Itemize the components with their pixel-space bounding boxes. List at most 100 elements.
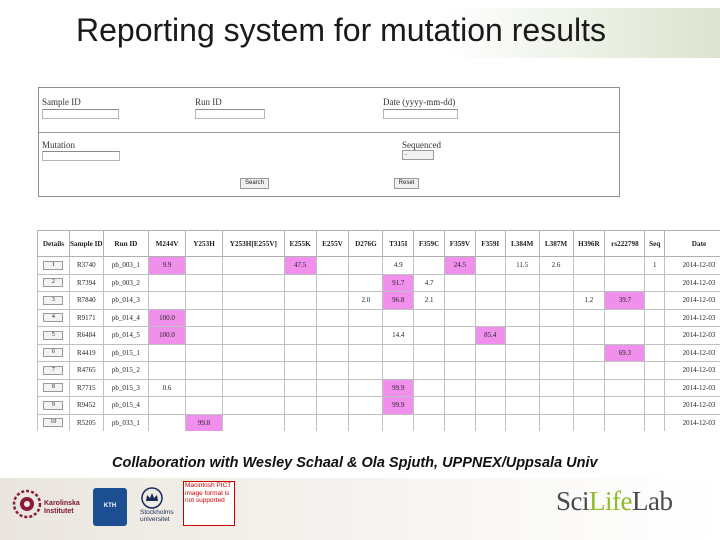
col-header-d276g[interactable]: D276G <box>348 230 384 257</box>
col-header-seq[interactable]: Seq <box>644 230 665 257</box>
details-cell: 6 <box>37 343 70 362</box>
details-button[interactable]: 5 <box>43 330 64 340</box>
details-cell: 4 <box>37 308 70 327</box>
mutation-value-cell <box>185 326 224 345</box>
col-header-date[interactable]: Date <box>663 230 720 257</box>
mutation-value-cell <box>604 396 646 415</box>
mutation-value-cell: 2.0 <box>348 291 384 310</box>
karolinska-logo-text: Karolinska Institutet <box>44 500 80 515</box>
details-button[interactable]: 8 <box>43 383 64 393</box>
sample-id-cell: R9171 <box>68 308 104 327</box>
results-table: Details Sample ID Run ID M244V Y253H Y25… <box>37 230 720 431</box>
col-header-run-id[interactable]: Run ID <box>102 230 150 257</box>
mutation-value-cell <box>185 343 224 362</box>
mutation-value-cell <box>348 361 384 380</box>
col-header-y253h-e255v[interactable]: Y253H[E255V] <box>222 230 285 257</box>
run-id-cell: pb_033_1 <box>102 413 150 431</box>
table-row: 4 R9171 pb_014_4 100.0 2014-12-03 <box>37 308 720 327</box>
col-header-l384m[interactable]: L384M <box>504 230 540 257</box>
mutation-value-cell <box>185 396 224 415</box>
date-cell: 2014-12-03 <box>663 378 720 397</box>
mutation-value-cell <box>604 413 646 431</box>
mutation-value-cell <box>222 273 285 292</box>
mutation-value-cell <box>348 326 384 345</box>
mutation-value-cell <box>504 308 540 327</box>
mutation-value-cell <box>315 396 350 415</box>
col-header-l387m[interactable]: L387M <box>538 230 574 257</box>
col-header-e255k[interactable]: E255K <box>283 230 317 257</box>
sequenced-select[interactable]: - <box>402 150 434 160</box>
mutation-value-cell <box>644 396 665 415</box>
details-button[interactable]: 4 <box>43 313 64 323</box>
details-button[interactable]: 7 <box>43 365 64 375</box>
mutation-value-cell <box>185 308 224 327</box>
details-button[interactable]: 1 <box>43 260 64 270</box>
details-button[interactable]: 10 <box>43 418 64 428</box>
mutation-value-cell <box>315 343 350 362</box>
mutation-value-cell <box>538 326 574 345</box>
search-button[interactable]: Search <box>240 178 269 189</box>
col-header-m244v[interactable]: M244V <box>148 230 187 257</box>
sample-id-cell: R7840 <box>68 291 104 310</box>
mutation-value-cell <box>382 413 415 431</box>
mutation-value-cell <box>315 413 350 431</box>
mutation-value-cell <box>474 256 506 275</box>
mutation-value-cell <box>283 361 317 380</box>
mutation-value-cell <box>222 256 285 275</box>
mutation-value-cell <box>382 343 415 362</box>
sample-id-input[interactable] <box>42 109 119 119</box>
run-id-input[interactable] <box>195 109 265 119</box>
details-button[interactable]: 3 <box>43 295 64 305</box>
details-button[interactable]: 9 <box>43 400 64 410</box>
mutation-value-cell <box>315 378 350 397</box>
col-header-f359v[interactable]: F359V <box>444 230 476 257</box>
mutation-value-cell <box>474 273 506 292</box>
col-header-y253h[interactable]: Y253H <box>185 230 224 257</box>
mutation-value-cell <box>444 343 476 362</box>
col-header-sample-id[interactable]: Sample ID <box>68 230 104 257</box>
mutation-value-cell <box>148 413 187 431</box>
mutation-value-cell <box>283 378 317 397</box>
mutation-value-cell <box>222 308 285 327</box>
col-header-h396r[interactable]: H396R <box>572 230 606 257</box>
mutation-value-cell <box>444 361 476 380</box>
mutation-value-cell <box>504 273 540 292</box>
table-row: 5 R6484 pb_014_5 100.0 14.4 85.4 2014-12-03 <box>37 326 720 345</box>
mutation-value-cell <box>644 413 665 431</box>
table-row: 6 R4419 pb_015_1 69.3 2014-12-03 <box>37 343 720 362</box>
mutation-value-cell <box>413 396 446 415</box>
mutation-value-cell <box>504 343 540 362</box>
mutation-value-cell: 85.4 <box>474 326 506 345</box>
col-header-f359c[interactable]: F359C <box>413 230 446 257</box>
mutation-value-cell <box>413 343 446 362</box>
mutation-value-cell <box>604 326 646 345</box>
mutation-value-cell <box>413 413 446 431</box>
details-button[interactable]: 6 <box>43 348 64 358</box>
run-id-cell: pb_003_1 <box>102 256 150 275</box>
details-button[interactable]: 2 <box>43 278 64 288</box>
date-input[interactable] <box>383 109 458 119</box>
mutation-value-cell: 0.6 <box>148 378 187 397</box>
mutation-input[interactable] <box>42 151 120 161</box>
mutation-value-cell <box>148 396 187 415</box>
mutation-value-cell <box>348 413 384 431</box>
mutation-value-cell <box>604 378 646 397</box>
mutation-value-cell <box>644 343 665 362</box>
mutation-value-cell <box>315 361 350 380</box>
mutation-value-cell <box>504 413 540 431</box>
col-header-rs222798[interactable]: rs222798 <box>604 230 646 257</box>
reset-button[interactable]: Reset <box>394 178 419 189</box>
col-header-details[interactable]: Details <box>37 230 70 257</box>
sample-id-cell: R7715 <box>68 378 104 397</box>
mutation-value-cell <box>644 308 665 327</box>
col-header-f359i[interactable]: F359I <box>474 230 506 257</box>
col-header-t315i[interactable]: T315I <box>382 230 415 257</box>
mutation-value-cell: 24.5 <box>444 256 476 275</box>
mutation-value-cell <box>315 256 350 275</box>
mutation-value-cell <box>222 291 285 310</box>
col-header-e255v[interactable]: E255V <box>315 230 350 257</box>
mutation-value-cell <box>444 273 476 292</box>
mutation-value-cell <box>474 343 506 362</box>
stockholm-crown-icon <box>141 487 163 509</box>
mutation-value-cell <box>222 396 285 415</box>
